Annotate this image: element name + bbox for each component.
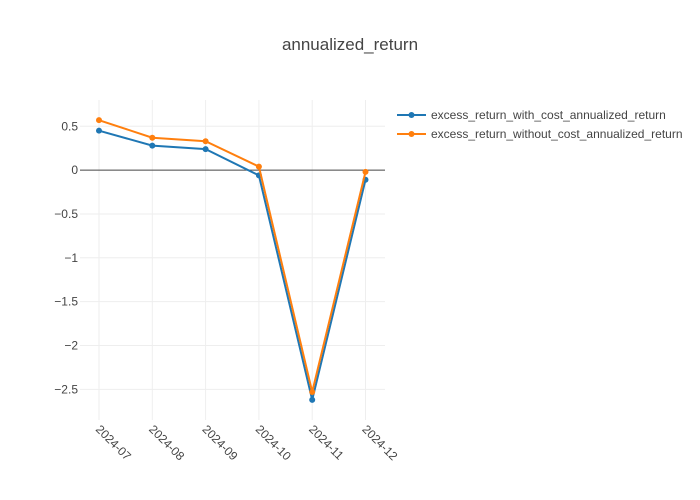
data-point <box>96 127 102 134</box>
x-tick-label: 2024-10 <box>253 422 294 463</box>
series-line <box>98 119 367 393</box>
y-tick-label: 0 <box>71 163 78 177</box>
data-point <box>255 163 262 170</box>
legend-item[interactable]: excess_return_without_cost_annualized_re… <box>397 127 683 141</box>
data-point <box>202 146 209 153</box>
x-tick-label: 2024-12 <box>359 422 400 463</box>
data-point <box>149 142 156 149</box>
plot-area: 0.5 0 −0.5 −1 −1.5 −2 −2.5 2024-07 2024-08 2024-0… <box>54 100 401 463</box>
legend-marker <box>408 131 415 137</box>
x-tick-label: 2024-11 <box>306 422 347 463</box>
data-point <box>149 134 156 141</box>
y-tick-label: 0.5 <box>61 119 78 133</box>
data-point <box>202 138 209 145</box>
x-tick-label: 2024-09 <box>199 422 240 463</box>
x-tick-label: 2024-08 <box>146 422 187 463</box>
data-point <box>362 168 369 175</box>
data-point <box>309 396 316 403</box>
legend[interactable]: excess_return_with_cost_annualized_retur… <box>397 108 683 141</box>
y-tick-label: −2 <box>64 338 78 352</box>
legend-label: excess_return_with_cost_annualized_retur… <box>431 108 666 122</box>
x-tick-label: 2024-07 <box>93 422 134 463</box>
y-tick-label: −0.5 <box>54 207 78 221</box>
y-tick-label: −1 <box>64 251 78 265</box>
series-line <box>98 129 367 401</box>
legend-item[interactable]: excess_return_with_cost_annualized_retur… <box>397 108 666 122</box>
y-tick-label: −2.5 <box>54 382 78 396</box>
data-point <box>309 388 316 395</box>
data-point <box>96 117 102 124</box>
legend-marker <box>408 112 415 118</box>
y-tick-label: −1.5 <box>54 295 78 309</box>
legend-label: excess_return_without_cost_annualized_re… <box>431 127 683 141</box>
chart-title: annualized_return <box>282 35 418 54</box>
